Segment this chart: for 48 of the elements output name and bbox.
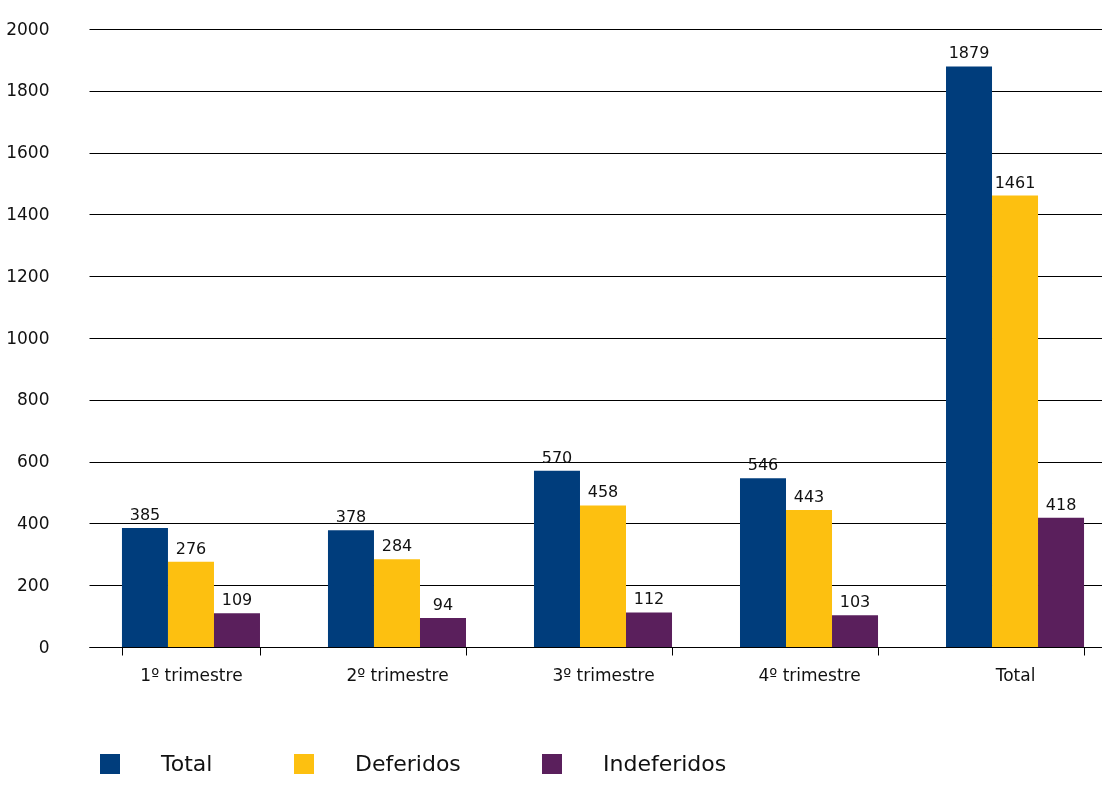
y-tick-label: 1200 (6, 265, 50, 286)
data-label: 418 (1045, 494, 1077, 514)
data-label: 385 (129, 505, 161, 525)
x-tick-label: 3º trimestre (552, 664, 655, 685)
data-label: 103 (839, 592, 871, 612)
y-tick-label: 1600 (6, 142, 50, 163)
bar (533, 470, 580, 647)
bar (327, 530, 374, 647)
bar (740, 478, 787, 647)
bar (1038, 517, 1085, 647)
legend-label: Total (160, 751, 213, 776)
y-tick-label: 1400 (6, 203, 50, 224)
y-tick-label: 2000 (6, 18, 50, 39)
y-tick-label: 600 (17, 451, 50, 472)
x-tick-label: Total (994, 664, 1036, 685)
y-tick-label: 0 (38, 636, 50, 657)
bar (419, 617, 466, 647)
data-label: 378 (335, 507, 367, 527)
bar (580, 505, 626, 647)
x-tick-label: 4º trimestre (758, 664, 861, 685)
data-label: 94 (432, 594, 454, 614)
legend-label: Indeferidos (603, 751, 727, 776)
data-label: 443 (793, 487, 825, 507)
bar (121, 528, 168, 647)
bar (946, 66, 993, 647)
x-tick-label: 1º trimestre (140, 664, 243, 685)
data-label: 1879 (948, 43, 990, 63)
y-tick-label: 800 (17, 389, 50, 410)
bar (786, 510, 833, 647)
data-label: 1461 (994, 172, 1036, 192)
y-tick-label: 1800 (6, 80, 50, 101)
data-label: 112 (633, 589, 665, 609)
legend-label: Deferidos (355, 751, 461, 776)
y-tick-label: 1000 (6, 327, 50, 348)
bar (992, 195, 1039, 647)
bar (167, 561, 214, 647)
bar (832, 615, 879, 647)
bar (213, 613, 260, 647)
y-tick-label: 400 (17, 512, 50, 533)
data-label: 284 (381, 536, 413, 556)
data-label: 570 (541, 447, 573, 467)
data-label: 458 (587, 482, 619, 502)
data-label: 276 (175, 538, 207, 558)
y-tick-label: 200 (17, 574, 50, 595)
data-label: 109 (221, 590, 253, 610)
bar (373, 559, 420, 647)
bar (626, 612, 673, 647)
x-tick-label: 2º trimestre (346, 664, 449, 685)
